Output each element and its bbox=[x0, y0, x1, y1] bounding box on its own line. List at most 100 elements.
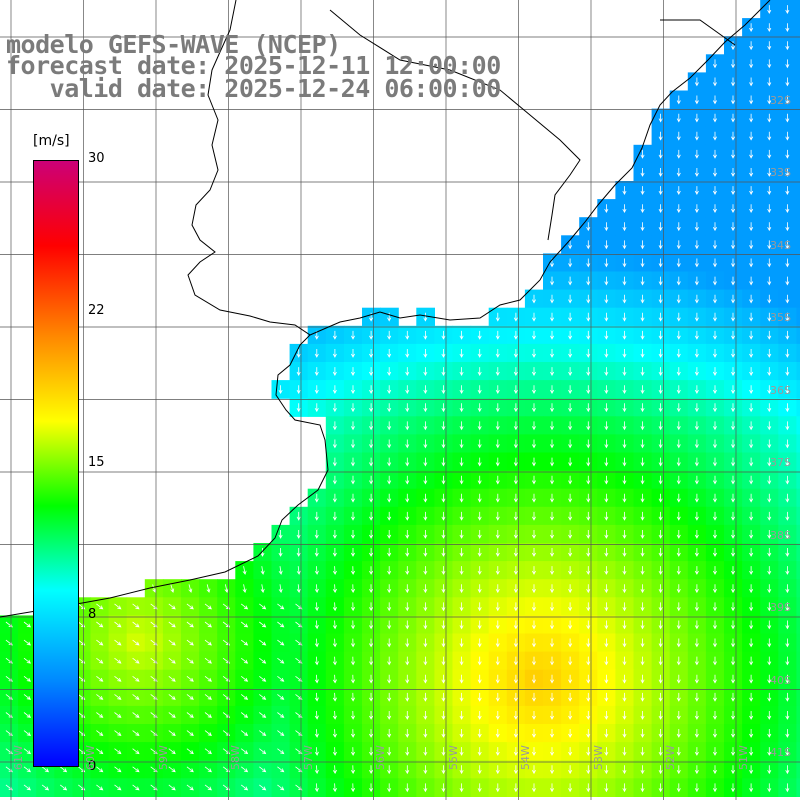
wind-arrow bbox=[676, 711, 681, 720]
wind-arrow bbox=[204, 730, 212, 737]
wind-arrow bbox=[96, 712, 104, 718]
wind-arrow bbox=[731, 258, 736, 268]
wind-arrow bbox=[604, 421, 609, 431]
wind-arrow bbox=[132, 657, 140, 664]
wind-speed-cell bbox=[796, 561, 800, 580]
wind-arrow bbox=[767, 59, 772, 69]
wind-arrow bbox=[96, 766, 104, 773]
wind-arrow bbox=[350, 511, 355, 521]
wind-arrow bbox=[694, 602, 699, 612]
wind-arrow bbox=[622, 330, 627, 340]
wind-arrow bbox=[622, 439, 627, 449]
wind-arrow bbox=[369, 349, 374, 358]
wind-arrow bbox=[405, 602, 410, 612]
wind-arrow bbox=[767, 312, 772, 322]
wind-arrow bbox=[640, 186, 645, 195]
wind-arrow bbox=[785, 385, 790, 395]
title-forecast-date: forecast date: 2025-12-11 12:00:00 bbox=[6, 51, 501, 80]
wind-arrow bbox=[423, 385, 428, 395]
wind-arrow bbox=[622, 530, 627, 539]
wind-arrow bbox=[441, 692, 446, 702]
wind-arrow bbox=[441, 403, 446, 413]
wind-arrow bbox=[694, 312, 699, 322]
wind-arrow bbox=[314, 493, 319, 503]
wind-arrow bbox=[332, 747, 337, 756]
wind-arrow bbox=[513, 475, 518, 485]
wind-arrow bbox=[513, 620, 518, 630]
wind-arrow bbox=[731, 602, 736, 612]
wind-arrow bbox=[513, 584, 518, 594]
wind-arrow bbox=[694, 530, 699, 539]
wind-arrow bbox=[531, 783, 536, 793]
wind-arrow bbox=[459, 403, 464, 413]
wind-arrow bbox=[387, 692, 392, 702]
wind-arrow bbox=[640, 330, 645, 340]
wind-arrow bbox=[513, 602, 518, 612]
wind-arrow bbox=[694, 403, 699, 413]
wind-arrow bbox=[694, 711, 699, 720]
wind-arrow bbox=[785, 747, 790, 756]
wind-arrow bbox=[441, 566, 446, 575]
wind-arrow bbox=[712, 59, 717, 69]
wind-arrow bbox=[604, 674, 609, 684]
wind-arrow bbox=[495, 439, 500, 449]
wind-arrow bbox=[459, 674, 464, 684]
lon-label: 59W bbox=[157, 745, 170, 770]
wind-arrow bbox=[441, 493, 446, 503]
wind-arrow bbox=[204, 603, 212, 610]
wind-arrow bbox=[495, 692, 500, 702]
wind-arrow bbox=[314, 765, 319, 775]
wind-arrow bbox=[168, 694, 176, 700]
wind-arrow bbox=[712, 602, 717, 612]
wind-arrow bbox=[640, 511, 645, 521]
wind-arrow bbox=[350, 349, 355, 358]
wind-arrow bbox=[495, 385, 500, 395]
wind-arrow bbox=[785, 131, 790, 141]
wind-arrow bbox=[694, 493, 699, 503]
colorbar-tick-0: 0 bbox=[88, 759, 97, 774]
wind-arrow bbox=[640, 349, 645, 358]
wind-arrow bbox=[350, 367, 355, 376]
wind-arrow bbox=[387, 439, 392, 449]
wind-arrow bbox=[477, 330, 482, 340]
wind-arrow bbox=[96, 694, 104, 700]
wind-speed-cell bbox=[796, 597, 800, 616]
wind-arrow bbox=[767, 113, 772, 123]
wind-arrow bbox=[186, 603, 194, 610]
wind-arrow bbox=[495, 457, 500, 467]
wind-arrow bbox=[568, 692, 573, 702]
wind-arrow bbox=[495, 548, 500, 557]
wind-arrow bbox=[568, 602, 573, 612]
wind-arrow bbox=[694, 747, 699, 756]
wind-arrow bbox=[658, 638, 663, 648]
wind-arrow bbox=[767, 77, 772, 87]
wind-arrow bbox=[186, 730, 194, 737]
wind-arrow bbox=[604, 240, 609, 250]
wind-arrow bbox=[23, 657, 31, 664]
wind-arrow bbox=[369, 493, 374, 503]
wind-arrow bbox=[259, 784, 267, 791]
wind-arrow bbox=[96, 784, 104, 791]
wind-arrow bbox=[41, 784, 50, 791]
wind-arrow bbox=[314, 729, 319, 738]
wind-arrow bbox=[59, 784, 68, 791]
wind-arrow bbox=[23, 621, 31, 628]
wind-arrow bbox=[785, 711, 790, 720]
wind-arrow bbox=[622, 511, 627, 521]
wind-arrow bbox=[785, 367, 790, 376]
wind-arrow bbox=[749, 77, 754, 87]
wind-arrow bbox=[658, 475, 663, 485]
wind-arrow bbox=[749, 149, 754, 159]
wind-arrow bbox=[513, 566, 518, 575]
wind-arrow bbox=[531, 367, 536, 376]
wind-arrow bbox=[114, 657, 122, 664]
wind-arrow bbox=[314, 747, 319, 756]
title-valid-date: valid date: 2025-12-24 06:00:00 bbox=[6, 74, 502, 103]
wind-arrow bbox=[767, 692, 772, 702]
wind-speed-cell bbox=[796, 325, 800, 345]
wind-arrow bbox=[423, 548, 428, 557]
lat-label: 41S bbox=[770, 746, 791, 759]
wind-arrow bbox=[314, 530, 319, 539]
wind-arrow bbox=[785, 258, 790, 268]
wind-arrow bbox=[495, 783, 500, 793]
